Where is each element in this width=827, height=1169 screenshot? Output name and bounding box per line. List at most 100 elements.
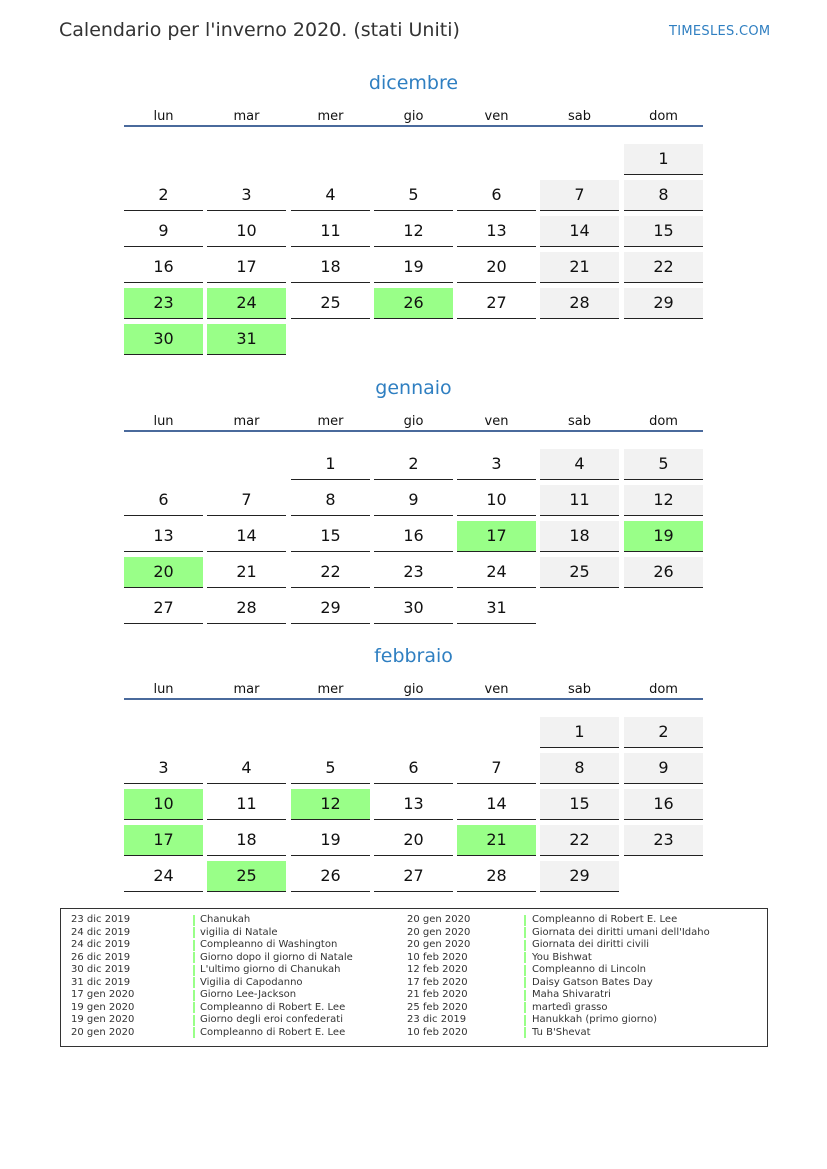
day-cell[interactable]: 1 (624, 144, 703, 175)
day-cell[interactable]: 29 (291, 593, 370, 624)
day-cell[interactable]: 29 (540, 861, 619, 892)
day-cell[interactable]: 25 (291, 288, 370, 319)
day-cell[interactable]: 16 (124, 252, 203, 283)
day-cell[interactable]: 23 (124, 288, 203, 319)
day-cell[interactable]: 4 (207, 753, 286, 784)
day-cell[interactable]: 14 (540, 216, 619, 247)
day-cell[interactable]: 27 (124, 593, 203, 624)
day-cell[interactable]: 6 (124, 485, 203, 516)
day-cell[interactable]: 3 (124, 753, 203, 784)
day-cell[interactable]: 19 (624, 521, 703, 552)
day-cell[interactable]: 7 (540, 180, 619, 211)
day-cell[interactable]: 16 (374, 521, 453, 552)
day-cell[interactable]: 20 (374, 825, 453, 856)
day-cell[interactable]: 2 (624, 717, 703, 748)
day-cell[interactable]: 27 (374, 861, 453, 892)
day-cell[interactable]: 5 (624, 449, 703, 480)
header-rule (124, 430, 703, 432)
day-cell[interactable]: 8 (540, 753, 619, 784)
day-cell[interactable]: 10 (124, 789, 203, 820)
day-cell[interactable]: 12 (624, 485, 703, 516)
day-cell[interactable]: 8 (291, 485, 370, 516)
day-cell[interactable]: 31 (457, 593, 536, 624)
day-cell[interactable]: 13 (374, 789, 453, 820)
day-cell[interactable]: 15 (291, 521, 370, 552)
day-cell[interactable]: 22 (291, 557, 370, 588)
day-cell[interactable]: 2 (124, 180, 203, 211)
day-cell[interactable]: 1 (291, 449, 370, 480)
day-cell[interactable]: 6 (457, 180, 536, 211)
day-cell[interactable]: 18 (207, 825, 286, 856)
day-cell[interactable]: 26 (291, 861, 370, 892)
day-cell[interactable]: 19 (291, 825, 370, 856)
day-cell[interactable]: 30 (374, 593, 453, 624)
brand-link[interactable]: TIMESLES.COM (669, 24, 771, 39)
day-cell[interactable]: 7 (207, 485, 286, 516)
day-cell[interactable]: 16 (624, 789, 703, 820)
day-cell[interactable]: 25 (540, 557, 619, 588)
day-cell[interactable]: 17 (124, 825, 203, 856)
day-cell[interactable]: 21 (457, 825, 536, 856)
day-cell[interactable]: 4 (291, 180, 370, 211)
day-cell[interactable]: 8 (624, 180, 703, 211)
day-cell[interactable]: 13 (124, 521, 203, 552)
day-cell[interactable]: 17 (457, 521, 536, 552)
day-cell[interactable]: 22 (540, 825, 619, 856)
day-cell[interactable]: 15 (624, 216, 703, 247)
day-cell[interactable]: 18 (540, 521, 619, 552)
day-cell[interactable]: 10 (457, 485, 536, 516)
day-cell[interactable]: 30 (124, 324, 203, 355)
day-cell[interactable]: 29 (624, 288, 703, 319)
day-cell[interactable]: 12 (374, 216, 453, 247)
day-cell[interactable]: 21 (207, 557, 286, 588)
day-cell[interactable]: 7 (457, 753, 536, 784)
legend-date: 17 feb 2020 (407, 976, 468, 988)
day-cell[interactable]: 5 (291, 753, 370, 784)
day-cell[interactable]: 2 (374, 449, 453, 480)
legend-holiday-name: Compleanno di Robert E. Lee (200, 1001, 346, 1013)
day-cell[interactable]: 26 (374, 288, 453, 319)
day-cell[interactable]: 10 (207, 216, 286, 247)
day-cell[interactable]: 20 (457, 252, 536, 283)
day-cell[interactable]: 3 (207, 180, 286, 211)
day-cell[interactable]: 13 (457, 216, 536, 247)
day-cell[interactable]: 19 (374, 252, 453, 283)
holiday-color-marker (193, 952, 195, 963)
day-cell[interactable]: 18 (291, 252, 370, 283)
day-cell[interactable]: 15 (540, 789, 619, 820)
day-cell[interactable]: 23 (624, 825, 703, 856)
day-cell[interactable]: 23 (374, 557, 453, 588)
day-cell[interactable]: 4 (540, 449, 619, 480)
day-cell[interactable]: 6 (374, 753, 453, 784)
day-cell[interactable]: 17 (207, 252, 286, 283)
day-cell[interactable]: 11 (291, 216, 370, 247)
day-cell[interactable]: 28 (207, 593, 286, 624)
day-cell[interactable]: 25 (207, 861, 286, 892)
day-cell[interactable]: 14 (457, 789, 536, 820)
day-cell[interactable]: 28 (540, 288, 619, 319)
month-title: febbraio (374, 645, 453, 667)
day-cell[interactable]: 3 (457, 449, 536, 480)
day-cell[interactable]: 11 (540, 485, 619, 516)
day-cell[interactable]: 24 (207, 288, 286, 319)
day-cell[interactable]: 24 (457, 557, 536, 588)
day-cell[interactable]: 12 (291, 789, 370, 820)
day-cell[interactable]: 26 (624, 557, 703, 588)
holiday-color-marker (524, 952, 526, 963)
page-title: Calendario per l'inverno 2020. (stati Un… (59, 19, 460, 41)
day-cell[interactable]: 28 (457, 861, 536, 892)
day-cell[interactable]: 31 (207, 324, 286, 355)
day-cell[interactable]: 21 (540, 252, 619, 283)
day-cell[interactable]: 9 (124, 216, 203, 247)
day-cell[interactable]: 20 (124, 557, 203, 588)
day-cell[interactable]: 1 (540, 717, 619, 748)
day-cell[interactable]: 9 (624, 753, 703, 784)
day-cell[interactable]: 14 (207, 521, 286, 552)
day-cell[interactable]: 9 (374, 485, 453, 516)
day-cell[interactable]: 22 (624, 252, 703, 283)
day-cell[interactable]: 5 (374, 180, 453, 211)
day-cell[interactable]: 24 (124, 861, 203, 892)
day-cell[interactable]: 11 (207, 789, 286, 820)
day-cell[interactable]: 27 (457, 288, 536, 319)
